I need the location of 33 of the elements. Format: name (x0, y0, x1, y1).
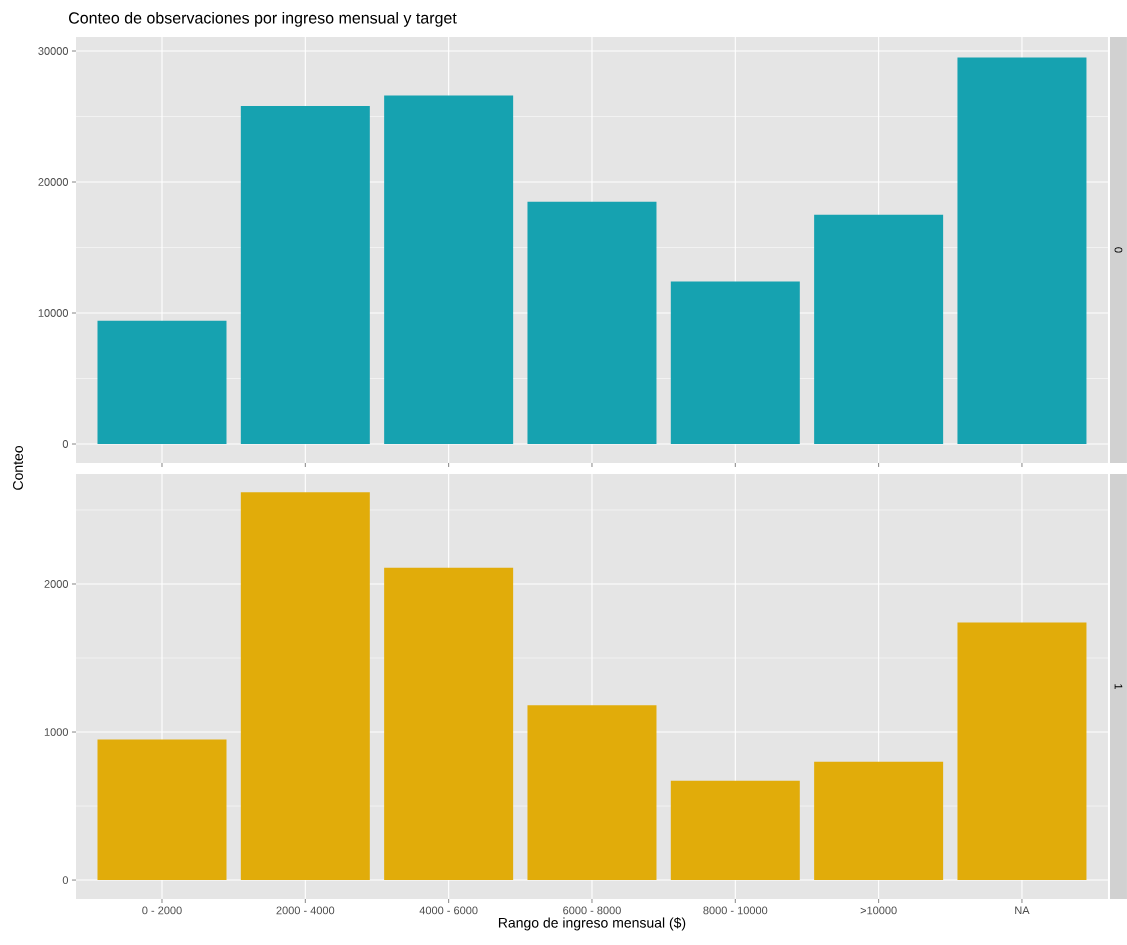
bar (957, 57, 1087, 444)
y-tick-label: 0 (62, 440, 69, 448)
y-tick-label: 20000 (38, 178, 69, 186)
x-tick-label: 4000 - 6000 (419, 906, 478, 915)
x-axis-title: Rango de ingreso mensual ($) (498, 917, 686, 931)
bar (384, 95, 514, 444)
chart-title: Conteo de observaciones por ingreso mensual y target (69, 11, 457, 27)
bar (384, 567, 514, 881)
y-tick-label: 30000 (38, 47, 69, 55)
y-axis-title: Conteo (13, 446, 23, 490)
bar (97, 320, 227, 444)
text: 0 (1114, 247, 1123, 253)
x-tick-label: 2000 - 4000 (276, 906, 335, 915)
bar (814, 761, 944, 881)
bar (240, 106, 370, 444)
bar (527, 705, 657, 881)
text: 1 (1114, 684, 1123, 690)
y-tick-label: 2000 (44, 580, 69, 588)
y-tick-label: 1000 (44, 728, 69, 736)
y-tick-label: 10000 (38, 309, 69, 317)
x-tick-label: 0 - 2000 (142, 906, 182, 915)
bar (240, 492, 370, 881)
x-tick-label: >10000 (860, 906, 897, 915)
bar (527, 201, 657, 444)
bar (97, 739, 227, 881)
x-tick-label: NA (1015, 906, 1030, 915)
bar (957, 622, 1087, 881)
y-tick-label: 0 (62, 876, 69, 884)
bar (814, 214, 944, 444)
x-tick-label: 6000 - 8000 (563, 906, 621, 915)
x-tick-label: 8000 - 10000 (703, 906, 768, 915)
bar (670, 281, 800, 444)
bar (670, 780, 800, 881)
